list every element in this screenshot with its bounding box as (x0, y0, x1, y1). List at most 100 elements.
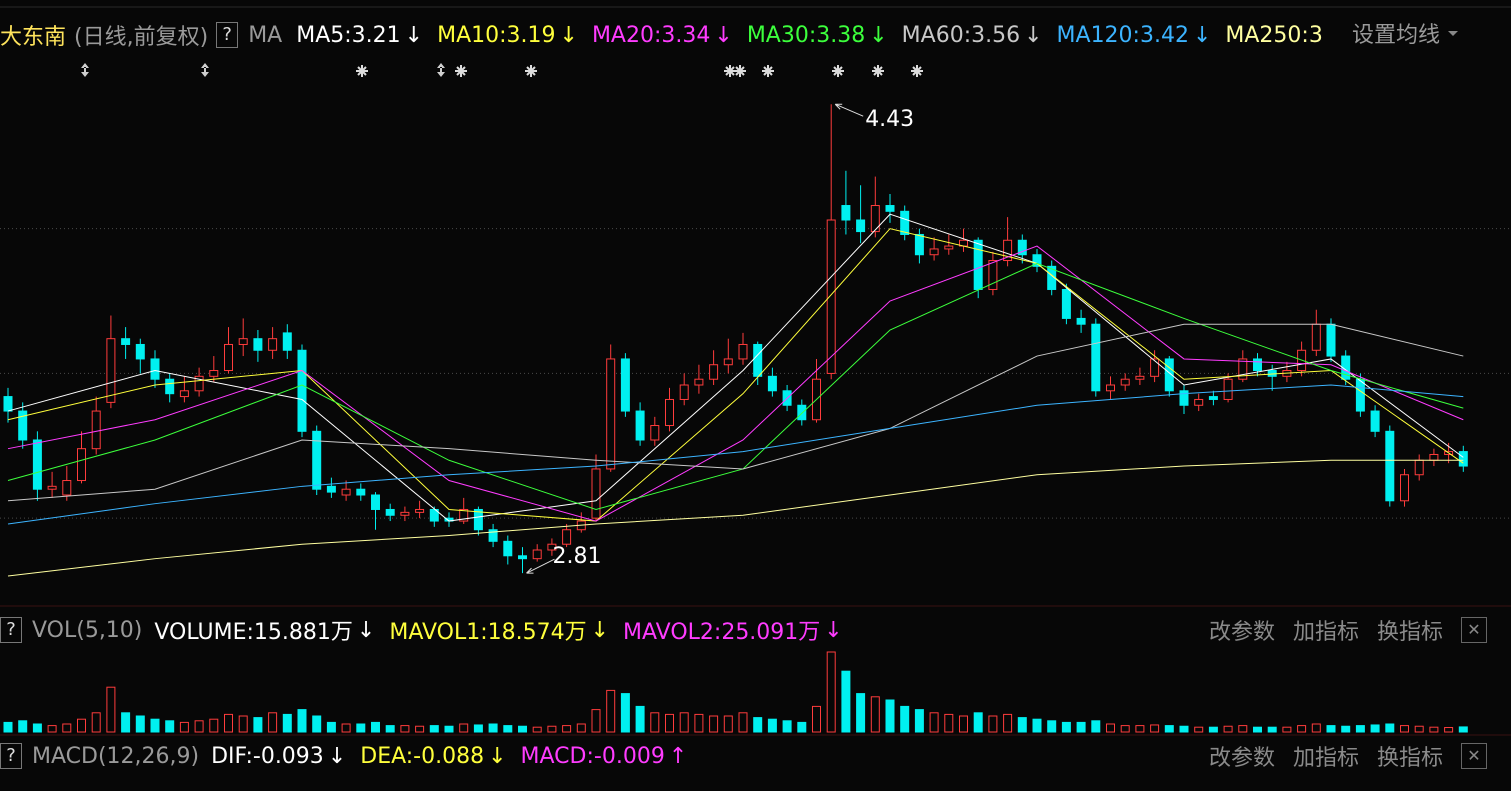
candle-body (1341, 355, 1351, 380)
volume-bar (914, 709, 924, 733)
candle-body (3, 396, 13, 412)
volume-bar (282, 713, 292, 733)
candle-body (620, 358, 630, 412)
volume-bar (1326, 725, 1336, 733)
legend-arrow: ↑ (668, 743, 688, 769)
indicator-name: VOL(5,10) (32, 617, 143, 643)
candle-body (415, 508, 425, 513)
volume-bar (812, 705, 821, 733)
candle-body (18, 410, 28, 441)
help-button[interactable]: ? (0, 617, 22, 643)
help-button[interactable]: ? (216, 22, 239, 48)
ma-line (7, 384, 1464, 525)
dropdown-icon (1448, 31, 1459, 36)
panel-button[interactable]: 加指标 (1292, 746, 1359, 771)
volume-bar (1223, 725, 1233, 733)
candle-body (121, 338, 131, 345)
candle-body (650, 425, 660, 441)
candle-body (326, 485, 336, 493)
help-button[interactable]: ? (0, 743, 22, 769)
ma-line (7, 262, 1464, 510)
macd-header: ? MACD(12,26,9) DIF:-0.093 ↓ DEA:-0.088 ↓ MA… (0, 741, 1511, 771)
volume-bar (841, 670, 851, 733)
candle-body (1400, 474, 1409, 502)
panel-button[interactable]: 换指标 (1376, 746, 1443, 771)
volume-bar (694, 713, 704, 733)
volume-bar (341, 723, 351, 733)
candle-body (1150, 358, 1160, 377)
legend-entry: VOLUME:15.881万 (154, 620, 353, 645)
volume-bar (121, 712, 131, 733)
volume-bar (253, 717, 263, 733)
legend-entry: MA20:3.34 (591, 22, 711, 48)
event-marker (81, 63, 89, 77)
candle-body (1135, 375, 1145, 380)
volume-bar (1458, 726, 1468, 733)
candle-body (1414, 459, 1424, 476)
candle-body (150, 358, 160, 380)
candle-body (738, 343, 748, 360)
candle-body (1253, 358, 1262, 372)
legend-entry: MA250:3 (1225, 22, 1323, 48)
candle-body (209, 370, 219, 377)
legend-arrow: ↓ (404, 22, 424, 48)
volume-bar (1091, 720, 1101, 733)
volume-bar (797, 721, 807, 733)
volume-bar (650, 712, 660, 733)
volume-bar (459, 723, 469, 733)
volume-bar (1400, 725, 1409, 733)
volume-bar (312, 715, 322, 733)
volume-bar (165, 720, 175, 733)
candle-body (1061, 288, 1071, 319)
volume-bar (1047, 720, 1057, 733)
close-button[interactable]: ✕ (1461, 743, 1487, 769)
candle-body (312, 430, 322, 490)
candle-body (797, 404, 807, 421)
panel-button[interactable]: 换指标 (1376, 620, 1443, 645)
candle-body (914, 233, 924, 256)
volume-bar (723, 715, 733, 733)
candle-body (870, 205, 880, 233)
settings[interactable]: 设置均线 (1352, 18, 1460, 48)
volume-bar (929, 712, 939, 733)
volume-bar (488, 723, 498, 733)
stock-name: 大东南 (0, 25, 67, 50)
panel-button[interactable]: 改参数 (1208, 746, 1275, 771)
candle-body (135, 343, 145, 360)
volume-bar (18, 720, 28, 733)
volume-bar (709, 715, 719, 733)
candle-body (47, 485, 57, 490)
panel-button[interactable]: 改参数 (1208, 620, 1275, 645)
candle-body (841, 205, 851, 221)
candle-body (723, 358, 733, 366)
volume-bar (665, 713, 674, 733)
candle-body (1208, 396, 1218, 400)
candle-body (1385, 430, 1395, 502)
candle-body (194, 375, 204, 392)
volume-bar (532, 726, 542, 733)
candle-body (532, 549, 542, 560)
panel-button[interactable]: 加指标 (1292, 620, 1359, 645)
legend-entry: MA10:3.19 (437, 22, 556, 48)
event-marker-stroke (725, 66, 735, 76)
volume-bar (1341, 725, 1351, 733)
close-button[interactable]: ✕ (1461, 617, 1487, 643)
candle-body (1106, 384, 1115, 392)
volume-bar (209, 718, 219, 733)
volume-bar (326, 721, 336, 733)
settings-label[interactable]: 设置均线 (1352, 23, 1441, 48)
volume-bar (1150, 724, 1160, 733)
event-marker-stroke (456, 66, 466, 76)
event-marker (762, 65, 774, 77)
candle-body (753, 343, 763, 377)
legend-entry: MA30:3.38 (746, 22, 866, 48)
candle-body (297, 349, 307, 432)
candle-body (385, 508, 395, 516)
volume-bar (106, 686, 116, 733)
legend-entry: MACD:-0.009 (520, 743, 665, 769)
candle-body (459, 508, 469, 522)
candle-body (1194, 398, 1204, 406)
volume-bar (767, 718, 777, 733)
volume-bar (1429, 726, 1439, 733)
annotation: 2.81 (553, 544, 602, 569)
